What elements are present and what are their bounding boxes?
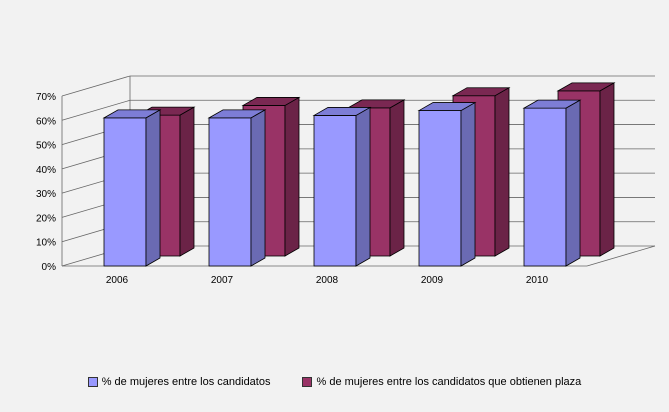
bar-series-2-2006-side xyxy=(179,106,195,257)
x-tick-label: 2007 xyxy=(211,275,234,286)
bar-series-2-2009-top xyxy=(451,87,511,97)
bar-series-2-2009-side xyxy=(494,87,510,257)
bar-series-2-2007-side xyxy=(284,96,300,257)
bar-series-1-2008-side xyxy=(355,106,371,267)
bar-series-2-2010-top xyxy=(556,82,616,92)
bar-series-1-2007-top xyxy=(207,109,267,119)
bar-series-1-2008-top xyxy=(312,107,372,116)
bar-series-1-2010-side xyxy=(565,99,581,267)
legend-swatch-series-1 xyxy=(87,377,98,387)
side-gridline xyxy=(61,75,131,97)
x-tick-label: 2009 xyxy=(421,275,444,286)
legend-item-series-2: % de mujeres entre los candidatos que ob… xyxy=(302,376,581,388)
y-tick-label: 50% xyxy=(36,141,56,152)
bar-series-1-2009-top xyxy=(417,102,477,111)
bar-series-1-2010-top xyxy=(522,99,582,109)
legend-label-series-2: % de mujeres entre los candidatos que ob… xyxy=(316,376,582,388)
bar-series-1-2009-side xyxy=(460,101,476,267)
y-tick-label: 20% xyxy=(36,213,56,224)
x-tick-label: 2008 xyxy=(316,275,339,286)
side-gridline xyxy=(61,99,131,121)
bar-series-1-2010-front xyxy=(523,107,567,267)
bar-series-2-2008-top xyxy=(346,99,406,109)
legend-swatch-series-2 xyxy=(302,377,313,387)
bar-series-1-2007-front xyxy=(208,117,252,267)
bar-series-1-2008-front xyxy=(313,115,357,267)
y-tick-label: 0% xyxy=(42,262,57,273)
y-tick-label: 60% xyxy=(36,116,56,127)
bar-series-1-2006-front xyxy=(103,117,147,267)
x-tick-label: 2010 xyxy=(526,275,549,286)
bar-series-2-2008-side xyxy=(389,99,405,257)
legend-item-series-1: % de mujeres entre los candidatos xyxy=(87,376,271,388)
y-tick-label: 70% xyxy=(36,92,56,103)
bar-series-2-2007-top xyxy=(241,97,301,106)
x-tick-label: 2006 xyxy=(106,275,129,286)
y-tick-label: 40% xyxy=(36,165,56,176)
y-tick-label: 10% xyxy=(36,238,56,249)
bar-series-1-2006-side xyxy=(145,109,161,267)
floor-edge xyxy=(586,245,656,267)
legend: % de mujeres entre los candidatos % de m… xyxy=(0,376,669,388)
bar-series-1-2007-side xyxy=(250,109,266,267)
legend-label-series-1: % de mujeres entre los candidatos xyxy=(101,376,271,388)
bar-series-1-2006-top xyxy=(102,109,162,119)
bar-series-1-2009-front xyxy=(418,110,462,267)
bar-series-2-2010-side xyxy=(599,82,615,257)
y-tick-label: 30% xyxy=(36,189,56,200)
